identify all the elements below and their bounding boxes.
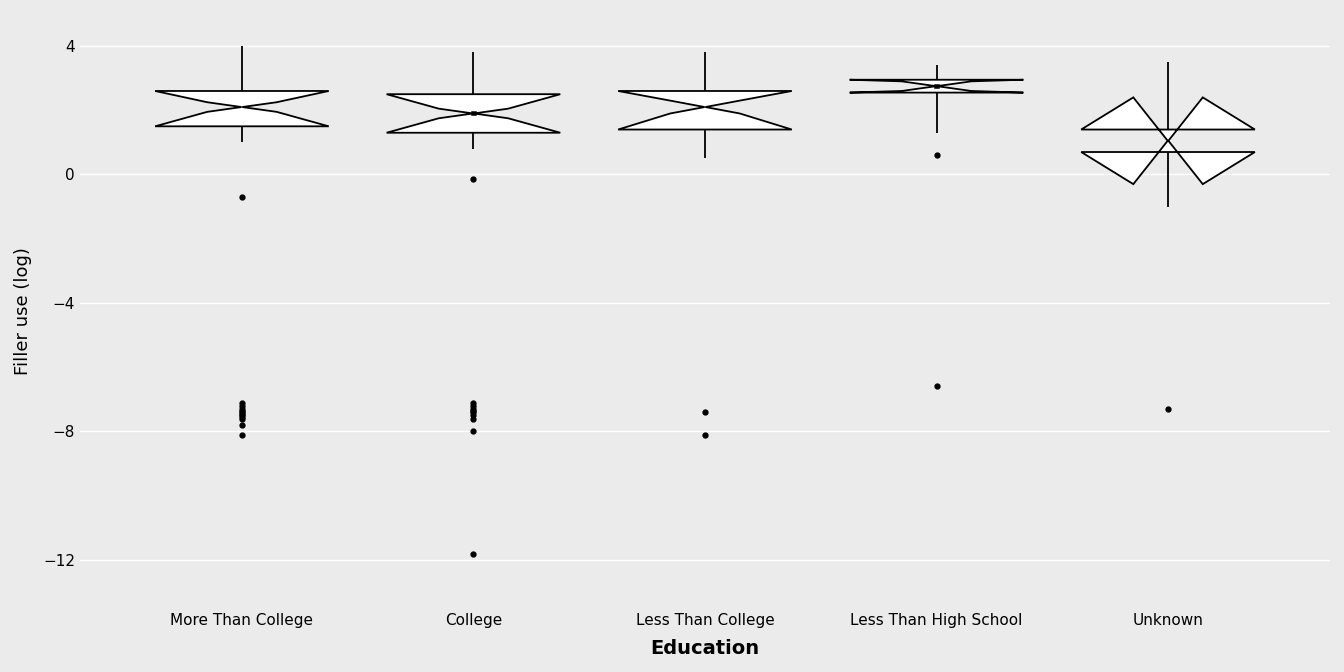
Polygon shape [155,91,329,126]
Polygon shape [387,94,560,133]
Polygon shape [849,80,1023,93]
Polygon shape [618,91,792,130]
X-axis label: Education: Education [650,639,759,658]
Polygon shape [1081,97,1255,184]
Y-axis label: Filler use (log): Filler use (log) [13,247,32,375]
